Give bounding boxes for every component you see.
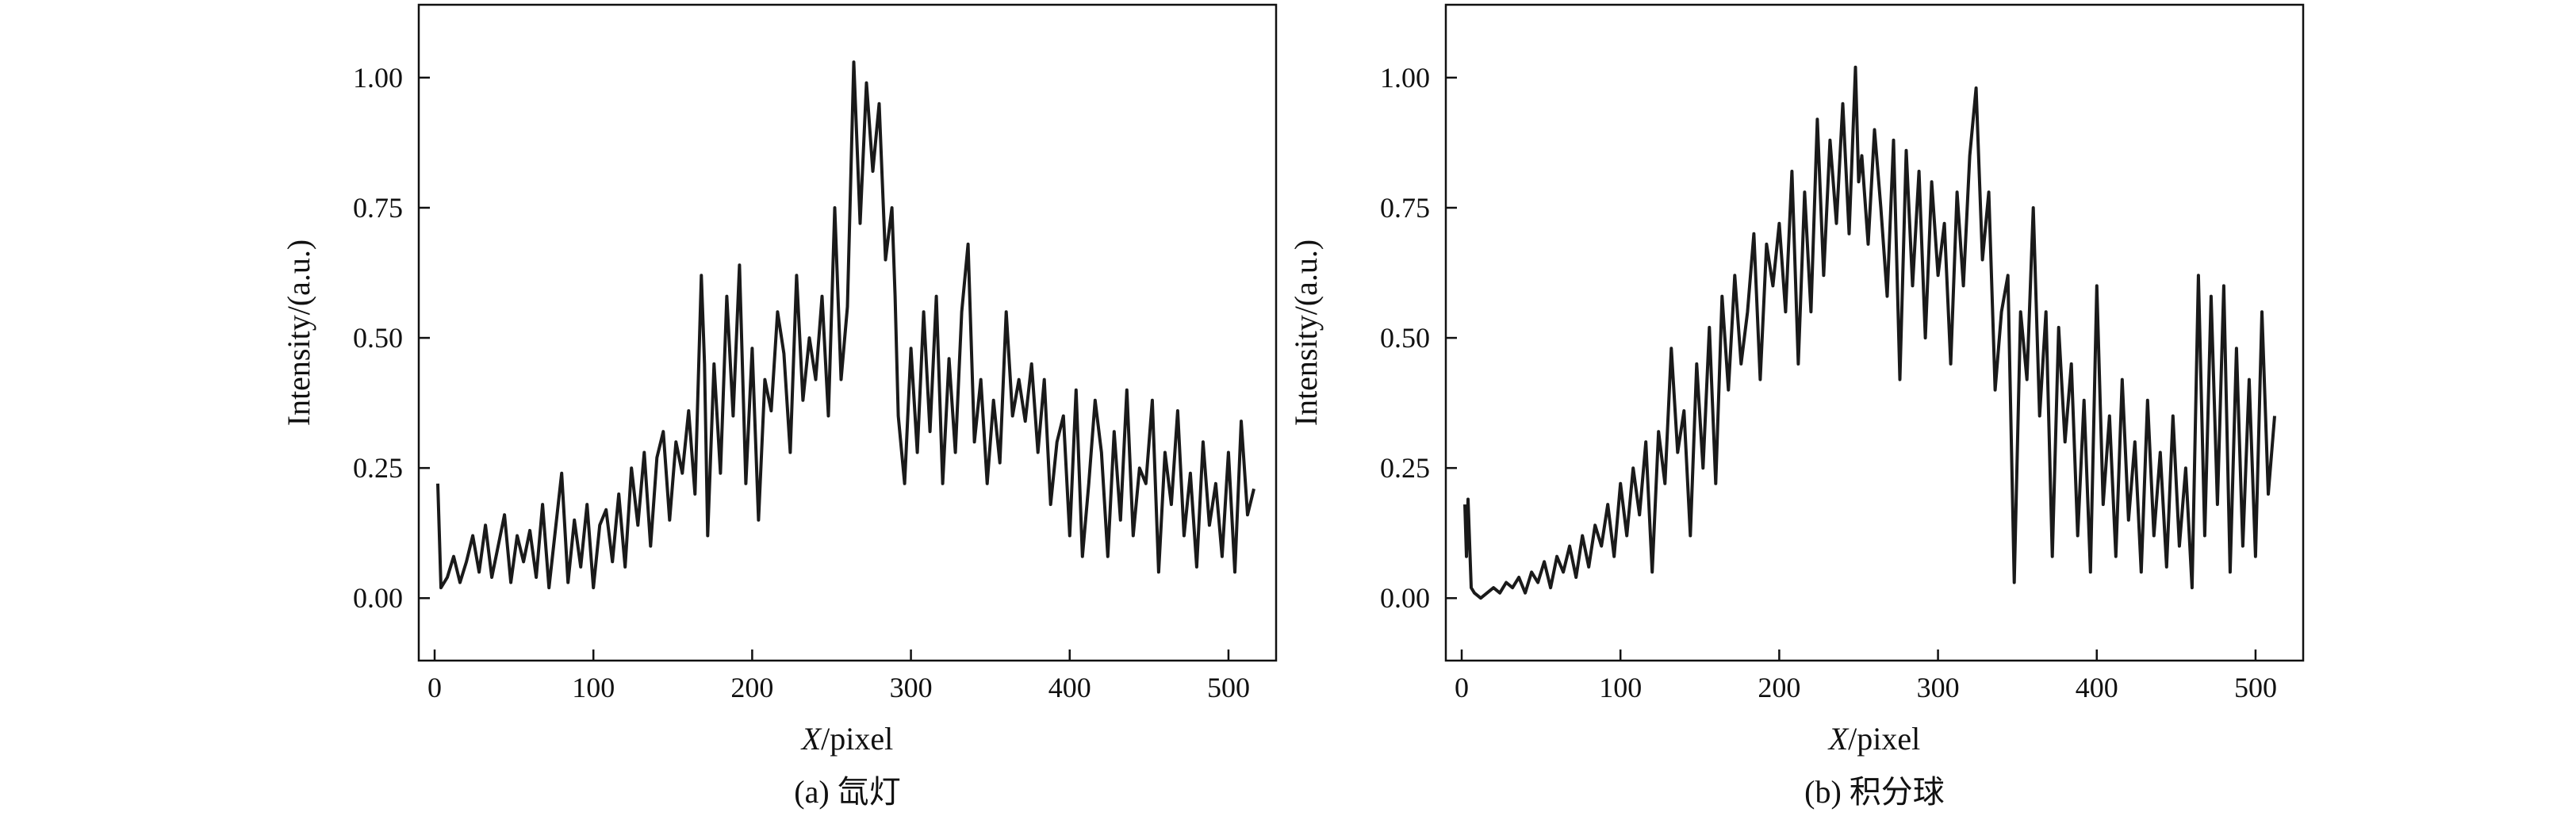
y-tick-label: 0.00	[353, 582, 403, 614]
x-tick-label: 300	[890, 672, 933, 703]
x-axis-label: X/pixel	[800, 721, 894, 757]
panel-a-xenon-lamp: 0 100 200 300 400 500 0.00 0.25 0.50 0.75 1.00 X/pi…	[281, 3, 1278, 810]
x-tick-label: 0	[1455, 672, 1469, 703]
x-axis-label: X/pixel	[1827, 721, 1921, 757]
x-tick-label: 400	[2076, 672, 2118, 703]
y-axis-label: Intensity/(a.u.)	[1288, 239, 1324, 427]
x-axis-label-variable: X	[1827, 721, 1850, 757]
x-tick-label: 500	[1207, 672, 1250, 703]
y-tick-label: 1.00	[353, 62, 403, 94]
plot-frame	[1444, 3, 2305, 662]
x-tick-label: 200	[730, 672, 773, 703]
x-tick-label: 500	[2234, 672, 2277, 703]
panel-caption: (a) 氙灯	[794, 774, 900, 810]
panel-b-integrating-sphere: 0 100 200 300 400 500 0.00 0.25 0.50 0.75 1.00 X/pi…	[1288, 3, 2305, 810]
y-axis-label: Intensity/(a.u.)	[281, 239, 316, 427]
x-tick-label: 0	[427, 672, 442, 703]
x-tick-label: 200	[1758, 672, 1800, 703]
intensity-series-line	[1463, 65, 2276, 600]
x-axis-label-unit: /pixel	[821, 721, 893, 757]
x-axis-label-unit: /pixel	[1848, 721, 1920, 757]
x-tick-label: 300	[1917, 672, 1960, 703]
intensity-series-line	[436, 60, 1255, 590]
y-tick-label: 0.25	[353, 452, 403, 484]
y-tick-label: 0.75	[353, 192, 403, 224]
y-tick-label: 1.00	[1380, 62, 1430, 94]
x-tick-label: 100	[572, 672, 615, 703]
x-axis-label-variable: X	[800, 721, 822, 757]
y-tick-label: 0.50	[1380, 322, 1430, 354]
panel-caption: (b) 积分球	[1804, 774, 1945, 810]
y-tick-label: 0.75	[1380, 192, 1430, 224]
y-tick-label: 0.25	[1380, 452, 1430, 484]
plot-frame	[417, 3, 1278, 662]
y-tick-label: 0.50	[353, 322, 403, 354]
y-tick-label: 0.00	[1380, 582, 1430, 614]
x-tick-label: 400	[1048, 672, 1091, 703]
x-tick-label: 100	[1599, 672, 1642, 703]
